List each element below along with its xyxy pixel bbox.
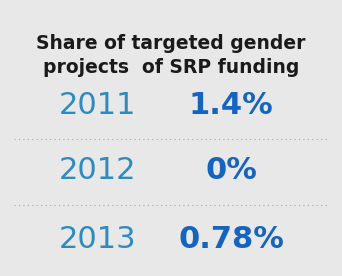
Text: 0.78%: 0.78%: [178, 225, 284, 254]
Text: 1.4%: 1.4%: [189, 91, 274, 120]
Text: 2011: 2011: [58, 91, 136, 120]
Text: 2012: 2012: [58, 156, 136, 185]
Text: 2013: 2013: [58, 225, 136, 254]
Text: Share of targeted gender
projects  of SRP funding: Share of targeted gender projects of SRP…: [36, 34, 306, 78]
Text: 0%: 0%: [205, 156, 257, 185]
